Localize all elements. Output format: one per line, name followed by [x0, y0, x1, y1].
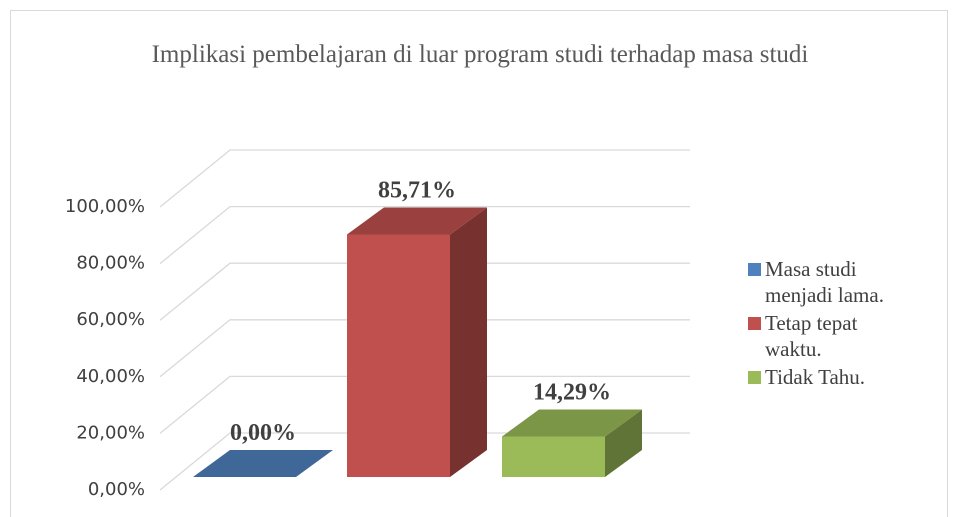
- legend-item: Tetap tepat waktu.: [748, 310, 933, 362]
- legend-swatch: [748, 371, 761, 384]
- grid-line: [159, 262, 690, 321]
- grid-line: [159, 375, 690, 434]
- bar-top: [502, 409, 642, 437]
- y-tick-label: 80,00%: [76, 253, 145, 274]
- data-label: 14,29%: [533, 380, 611, 406]
- bar-front: [347, 234, 450, 477]
- legend-swatch: [748, 317, 761, 330]
- bar-top: [193, 450, 333, 477]
- data-label: 0,00%: [230, 420, 296, 446]
- bar-top: [347, 207, 487, 235]
- legend-label: Tidak Tahu.: [765, 365, 866, 389]
- y-tick-label: 60,00%: [76, 309, 145, 330]
- legend-item: Tidak Tahu.: [748, 364, 933, 390]
- grid-line: [159, 149, 690, 208]
- legend: Masa studi menjadi lama. Tetap tepat wakt…: [748, 256, 933, 392]
- bar-side: [605, 409, 642, 477]
- bar-side: [450, 207, 487, 477]
- y-tick-label: 100,00%: [65, 196, 145, 217]
- legend-label: Tetap tepat waktu.: [765, 311, 858, 361]
- bar: [502, 409, 642, 477]
- chart-title: Implikasi pembelajaran di luar program s…: [151, 41, 809, 68]
- grid-line: [159, 205, 690, 265]
- y-tick-label: 0,00%: [88, 479, 145, 500]
- bar: [347, 207, 487, 477]
- data-label: 85,71%: [378, 177, 456, 203]
- legend-label: Masa studi menjadi lama.: [765, 257, 884, 307]
- bar-front: [502, 436, 605, 477]
- legend-item: Masa studi menjadi lama.: [748, 256, 933, 308]
- bar: [193, 450, 333, 477]
- y-tick-label: 20,00%: [76, 422, 145, 443]
- grid-line: [159, 319, 690, 378]
- y-tick-label: 40,00%: [76, 366, 145, 387]
- legend-swatch: [748, 263, 761, 276]
